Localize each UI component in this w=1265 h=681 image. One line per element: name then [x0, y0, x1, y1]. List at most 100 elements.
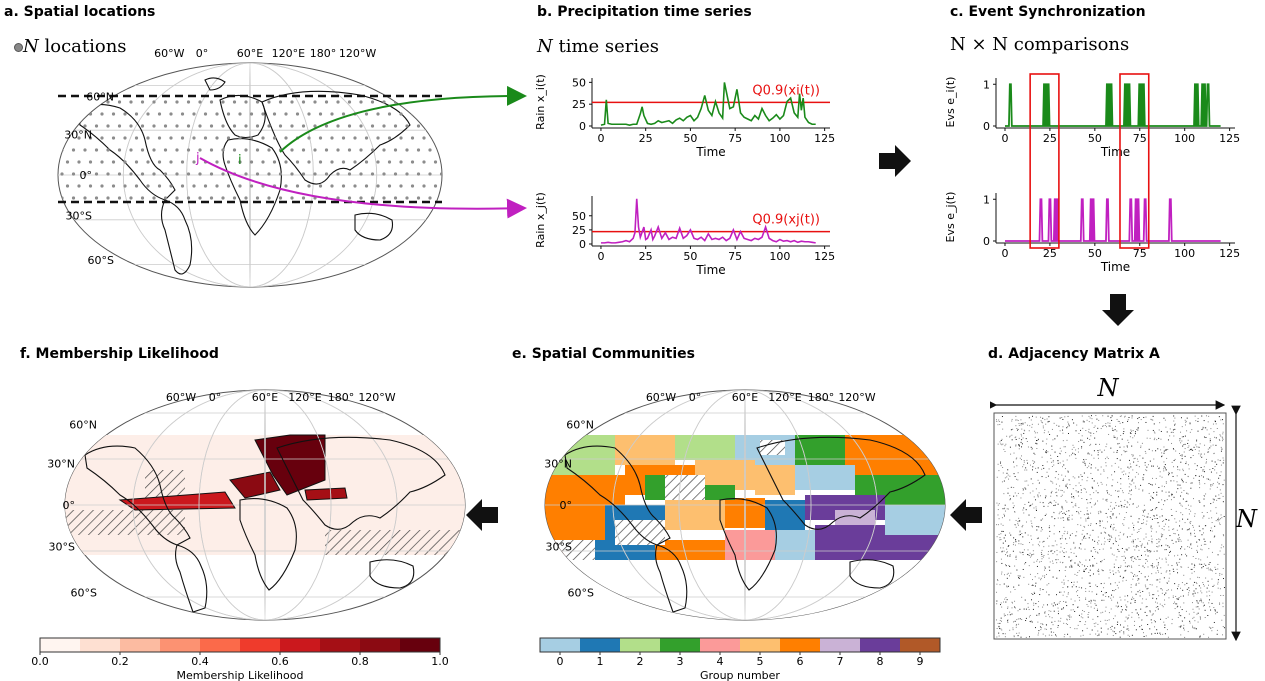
matrix-entry	[1220, 450, 1222, 452]
matrix-entry	[1087, 605, 1089, 607]
matrix-entry	[1214, 535, 1216, 537]
matrix-entry	[1127, 625, 1129, 627]
matrix-entry	[1146, 466, 1148, 468]
matrix-entry	[1059, 453, 1061, 455]
matrix-entry	[1207, 478, 1209, 480]
colorbar-tick-label: 6	[797, 655, 804, 668]
matrix-entry	[1144, 450, 1146, 452]
matrix-entry	[1187, 446, 1189, 448]
matrix-entry	[1154, 437, 1156, 439]
matrix-entry	[1022, 543, 1024, 545]
x-tick-label: 75	[728, 250, 742, 263]
matrix-entry	[1176, 598, 1178, 600]
matrix-entry	[1145, 554, 1147, 556]
matrix-entry	[1044, 429, 1046, 431]
matrix-entry	[1206, 478, 1208, 480]
matrix-entry	[1150, 619, 1152, 621]
matrix-entry	[1054, 604, 1056, 606]
matrix-entry	[1202, 566, 1204, 568]
matrix-entry	[1082, 529, 1084, 531]
matrix-entry	[1180, 442, 1182, 444]
matrix-entry	[1015, 526, 1017, 528]
matrix-entry	[1009, 475, 1011, 477]
matrix-entry	[1186, 430, 1188, 432]
matrix-entry	[1221, 544, 1223, 546]
matrix-entry	[1191, 482, 1193, 484]
matrix-entry	[1004, 540, 1006, 542]
matrix-entry	[1006, 573, 1008, 575]
matrix-entry	[1151, 484, 1153, 486]
matrix-entry	[1063, 607, 1065, 609]
matrix-entry	[1024, 487, 1026, 489]
matrix-entry	[1160, 449, 1162, 451]
matrix-entry	[1192, 525, 1194, 527]
matrix-entry	[1037, 438, 1039, 440]
matrix-entry	[1028, 417, 1030, 419]
matrix-entry	[1067, 586, 1069, 588]
matrix-entry	[1041, 529, 1043, 531]
matrix-entry	[1120, 629, 1122, 631]
matrix-entry	[1121, 454, 1123, 456]
matrix-entry	[1078, 482, 1080, 484]
matrix-entry	[1168, 471, 1170, 473]
matrix-entry	[1096, 593, 1098, 595]
matrix-entry	[1159, 632, 1161, 634]
matrix-entry	[1123, 519, 1125, 521]
location-dot	[180, 184, 185, 188]
matrix-entry	[1124, 599, 1126, 601]
matrix-entry	[1222, 462, 1224, 464]
matrix-entry	[1164, 627, 1166, 629]
matrix-entry	[1107, 539, 1109, 541]
matrix-entry	[1169, 573, 1171, 575]
matrix-entry	[1097, 623, 1099, 625]
matrix-entry	[1218, 438, 1220, 440]
matrix-entry	[1171, 539, 1173, 541]
matrix-entry	[1166, 582, 1168, 584]
matrix-entry	[1177, 617, 1179, 619]
matrix-entry	[1181, 478, 1183, 480]
matrix-entry	[1147, 464, 1149, 466]
matrix-entry	[1002, 547, 1004, 549]
matrix-entry	[1145, 523, 1147, 525]
x-tick-label: 50	[683, 132, 697, 145]
matrix-entry	[1051, 490, 1053, 492]
matrix-entry	[1081, 497, 1083, 499]
matrix-entry	[1024, 422, 1026, 424]
location-dot	[445, 184, 448, 187]
matrix-entry	[1031, 469, 1033, 471]
matrix-entry	[1032, 466, 1034, 468]
lon-label: 120°W	[339, 47, 376, 60]
matrix-entry	[1039, 626, 1041, 628]
matrix-entry	[1080, 484, 1082, 486]
location-dot	[186, 148, 191, 152]
matrix-entry	[997, 424, 999, 426]
matrix-entry	[1054, 540, 1056, 542]
x-tick-label: 75	[1133, 247, 1147, 260]
matrix-entry	[1031, 448, 1033, 450]
matrix-entry	[1219, 550, 1221, 552]
matrix-entry	[1083, 514, 1085, 516]
matrix-entry	[1000, 602, 1002, 604]
matrix-entry	[1179, 520, 1181, 522]
matrix-entry	[1105, 499, 1107, 501]
matrix-entry	[1209, 441, 1211, 443]
matrix-entry	[1200, 590, 1202, 592]
matrix-entry	[1006, 476, 1008, 478]
matrix-entry	[1083, 569, 1085, 571]
matrix-entry	[1214, 466, 1216, 468]
matrix-entry	[1220, 514, 1222, 516]
matrix-entry	[1024, 532, 1026, 534]
colorbar-tick-label: 0.6	[271, 655, 289, 668]
location-dot	[295, 160, 300, 164]
matrix-entry	[1065, 452, 1067, 454]
location-dot	[140, 124, 145, 128]
matrix-entry	[1048, 502, 1050, 504]
community-region	[885, 505, 945, 535]
matrix-entry	[1143, 511, 1145, 513]
matrix-entry	[1005, 614, 1007, 616]
matrix-entry	[1032, 608, 1034, 610]
matrix-entry	[1080, 439, 1082, 441]
matrix-entry	[1125, 604, 1127, 606]
matrix-entry	[1112, 527, 1114, 529]
matrix-entry	[1152, 613, 1154, 615]
